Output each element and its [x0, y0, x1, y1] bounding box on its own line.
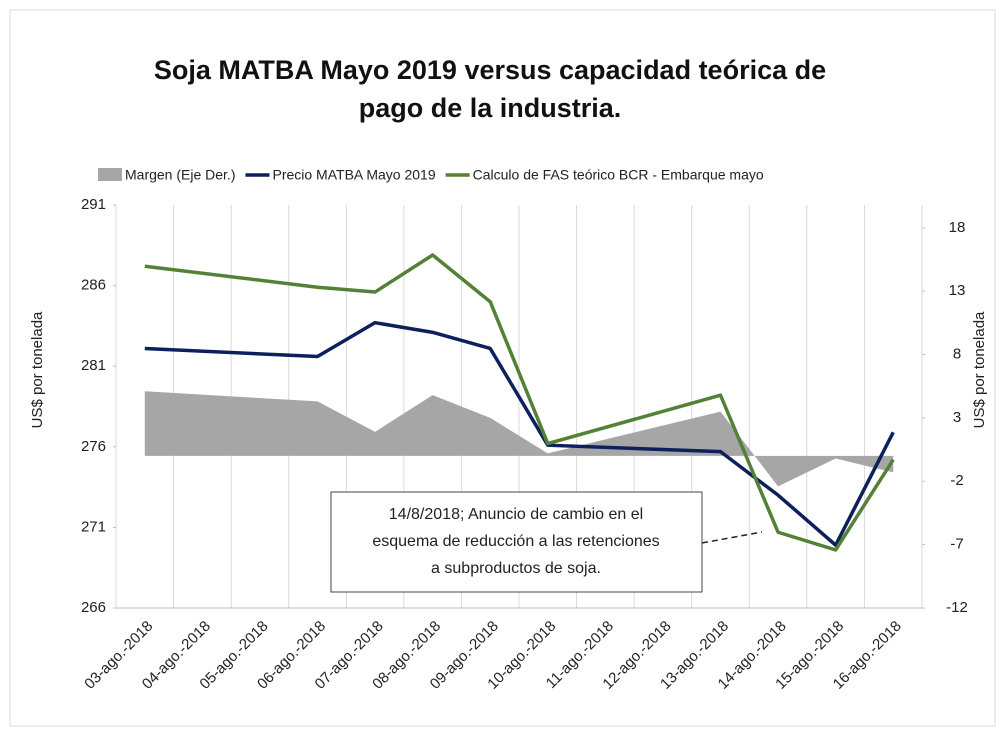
y2-tick-label: 3 [953, 409, 961, 426]
y2-tick-label: -7 [950, 536, 963, 553]
y-tick-label: 281 [81, 357, 106, 374]
annotation-text: 14/8/2018; Anuncio de cambio en el [389, 506, 643, 523]
chart-border [9, 9, 996, 727]
y2-tick-label: 8 [953, 346, 961, 363]
y-tick-label: 286 [81, 277, 106, 294]
legend-label: Precio MATBA Mayo 2019 [272, 167, 435, 183]
y-axis-title: US$ por tonelada [29, 311, 46, 428]
series-line [144, 320, 895, 547]
legend-label: Calculo de FAS teórico BCR - Embarque ma… [473, 167, 764, 183]
y2-tick-label: -12 [946, 599, 968, 616]
chart-title: pago de la industria. [359, 93, 622, 123]
y-tick-label: 271 [81, 518, 106, 535]
y2-tick-label: -2 [950, 472, 963, 489]
annotation-text: esquema de reducción a las retenciones [372, 533, 659, 550]
annotation-leader [701, 531, 763, 544]
series-line [144, 253, 895, 552]
y2-axis-title: US$ por tonelada [971, 311, 988, 428]
y-tick-label: 276 [81, 438, 106, 455]
y-tick-label: 291 [81, 196, 106, 213]
annotation-box [330, 491, 703, 593]
y-tick-label: 266 [81, 599, 106, 616]
legend-swatch [98, 168, 122, 181]
y2-tick-label: 18 [949, 219, 966, 236]
y2-tick-label: 13 [949, 282, 966, 299]
margin-area [144, 391, 894, 487]
chart-title: Soja MATBA Mayo 2019 versus capacidad te… [154, 55, 826, 85]
annotation-text: a subproductos de soja. [431, 560, 601, 577]
legend-label: Margen (Eje Der.) [125, 167, 235, 183]
